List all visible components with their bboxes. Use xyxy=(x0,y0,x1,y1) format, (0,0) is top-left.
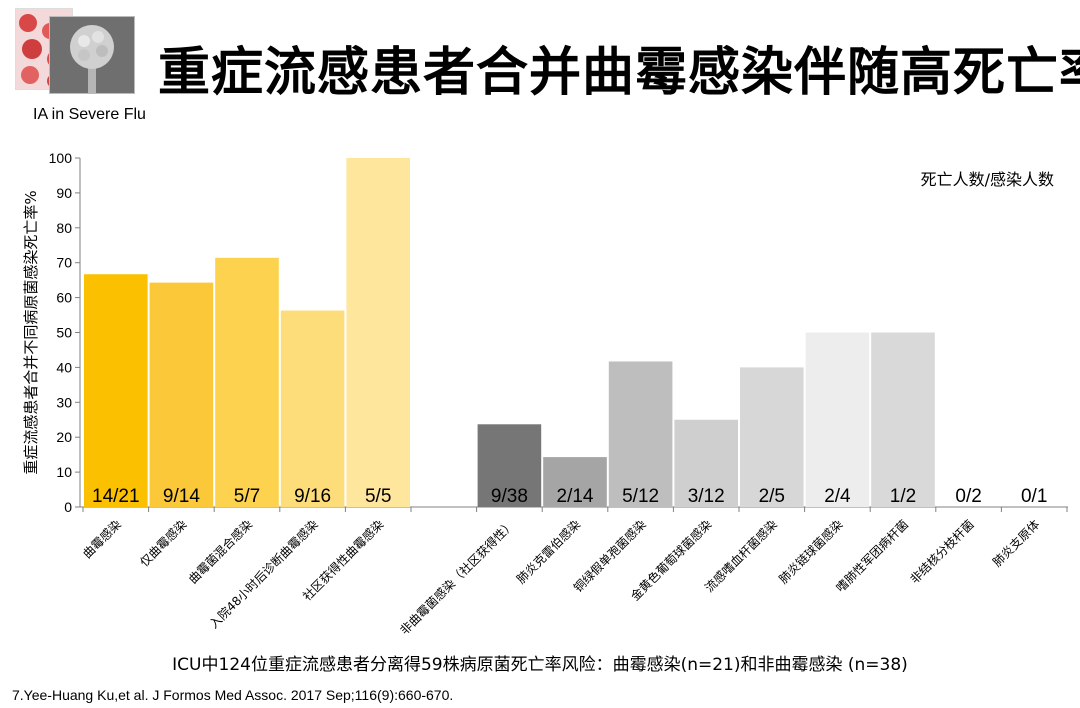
bar xyxy=(149,282,214,507)
bar xyxy=(871,332,935,507)
x-tick-label: 非曲霉菌感染（社区获得性） xyxy=(397,517,518,638)
y-tick-label: 0 xyxy=(64,499,72,515)
data-label: 2/5 xyxy=(759,486,785,507)
data-label: 0/1 xyxy=(1021,486,1047,507)
y-tick-label: 50 xyxy=(56,325,72,341)
x-tick-label: 曲霉感染 xyxy=(79,517,124,562)
bar xyxy=(84,274,148,507)
data-label: 2/14 xyxy=(557,486,594,507)
bar xyxy=(346,158,410,507)
bar xyxy=(674,419,738,507)
y-tick-label: 40 xyxy=(56,359,72,375)
label-layer: 14/21 曲霉感染 9/14 仅曲霉感染 5/7 曲霉菌混合感染 9/16 入院48小时后诊… xyxy=(79,486,1047,637)
x-tick-label: 流感嗜血杆菌感染 xyxy=(701,517,779,595)
bar xyxy=(477,424,542,507)
chart-subtitle: IA in Severe Flu xyxy=(33,106,146,123)
data-label: 5/12 xyxy=(622,486,659,507)
bar xyxy=(280,310,345,507)
data-label: 14/21 xyxy=(92,486,140,507)
bar xyxy=(215,257,279,507)
x-tick-label: 肺炎链球菌感染 xyxy=(776,517,846,587)
y-tick-label: 90 xyxy=(56,185,72,201)
y-tick-label: 100 xyxy=(49,150,73,166)
legend-annotation: 死亡人数/感染人数 xyxy=(921,170,1054,189)
data-label: 9/14 xyxy=(163,486,200,507)
y-axis-label: 重症流感患者合并不同病原菌感染死亡率% xyxy=(22,190,40,474)
data-label: 5/7 xyxy=(234,486,260,507)
reference-citation: 7.Yee-Huang Ku,et al. J Formos Med Assoc… xyxy=(12,687,454,703)
aspergillus-image xyxy=(49,16,135,94)
y-tick-label: 30 xyxy=(56,394,72,410)
bar xyxy=(740,367,804,507)
x-tick-label: 曲霉菌混合感染 xyxy=(185,517,255,587)
bar xyxy=(805,332,870,507)
data-label: 9/16 xyxy=(294,486,331,507)
y-tick-label: 60 xyxy=(56,290,72,306)
y-tick-label: 80 xyxy=(56,220,72,236)
x-tick-label: 入院48小时后诊断曲霉感染 xyxy=(206,517,321,632)
x-tick-label: 肺炎支原体 xyxy=(990,517,1042,569)
data-label: 5/5 xyxy=(365,486,391,507)
y-tick-label: 20 xyxy=(56,429,72,445)
x-tick-label: 仅曲霉感染 xyxy=(136,517,189,570)
x-tick-label: 肺炎克雷伯感染 xyxy=(513,517,583,587)
axis-layer: 0 10 20 30 40 50 60 70 80 90 100 xyxy=(49,150,1068,515)
data-label: 2/4 xyxy=(824,486,851,507)
data-label: 3/12 xyxy=(688,486,725,507)
x-tick-label: 嗜肺性军团病杆菌 xyxy=(833,517,911,595)
data-label: 0/2 xyxy=(955,486,981,507)
y-tick-label: 70 xyxy=(56,255,72,271)
bar xyxy=(608,361,673,507)
bar xyxy=(543,457,607,507)
x-tick-label: 铜绿假单孢菌感染 xyxy=(570,517,648,595)
bar-chart: 重症流感患者合并不同病原菌感染死亡率% 死亡人数/感染人数 0 10 20 30 40 5… xyxy=(22,150,1068,637)
data-label: 1/2 xyxy=(890,486,916,507)
data-label: 9/38 xyxy=(491,486,528,507)
bar-layer xyxy=(84,158,935,507)
header-thumbnails xyxy=(15,8,135,94)
y-tick-label: 10 xyxy=(56,464,72,480)
chart-caption: ICU中124位重症流感患者分离得59株病原菌死亡率风险：曲霉感染(n=21)和… xyxy=(172,655,908,675)
page-title: 重症流感患者合并曲霉感染伴随高死亡率 xyxy=(158,43,1080,103)
x-tick-label: 非结核分枝杆菌 xyxy=(907,517,977,587)
